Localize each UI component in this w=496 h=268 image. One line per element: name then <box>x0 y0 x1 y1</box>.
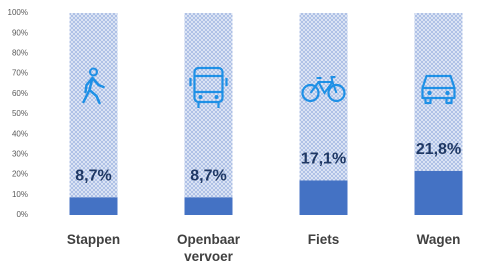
y-tick-label: 50% <box>12 109 28 118</box>
y-tick-label: 100% <box>8 8 28 17</box>
icon-part <box>198 95 203 99</box>
icon-part <box>89 67 98 77</box>
icon <box>421 74 456 105</box>
y-tick-label: 30% <box>12 150 28 159</box>
bar <box>299 180 348 215</box>
y-tick-label: 40% <box>12 129 28 138</box>
icon-part <box>427 90 432 96</box>
icon-part <box>214 95 219 99</box>
value-label: 8,7% <box>190 168 226 185</box>
icon-part <box>421 74 456 105</box>
value-label: 8,7% <box>75 168 111 185</box>
y-tick-label: 70% <box>12 69 28 78</box>
icon-part <box>301 83 320 103</box>
y-tick-label: 60% <box>12 89 28 98</box>
y-tick-label: 10% <box>12 190 28 199</box>
y-tick-label: 90% <box>12 28 28 37</box>
x-tick-label: Openbaar vervoer <box>176 232 241 264</box>
icon-part <box>193 66 224 104</box>
value-label: 17,1% <box>301 151 346 168</box>
y-tick-label: 0% <box>16 210 28 219</box>
icon-part <box>82 76 105 105</box>
icon-part <box>189 74 228 108</box>
icon-part <box>327 83 346 103</box>
y-tick-label: 80% <box>12 49 28 58</box>
y-tick-label: 20% <box>12 170 28 179</box>
bar <box>414 170 463 215</box>
icon-part <box>445 90 450 96</box>
icon <box>189 66 228 108</box>
icon <box>301 76 346 103</box>
x-tick-label: Wagen <box>416 232 461 247</box>
x-tick-label: Stappen <box>66 232 121 247</box>
bar-background <box>69 13 118 215</box>
x-tick-label: Fiets <box>307 232 340 247</box>
bar <box>184 197 233 215</box>
icon <box>82 67 105 105</box>
icon-part <box>309 76 338 95</box>
bar-background <box>184 13 233 215</box>
bar <box>69 197 118 215</box>
value-label: 21,8% <box>416 141 461 158</box>
